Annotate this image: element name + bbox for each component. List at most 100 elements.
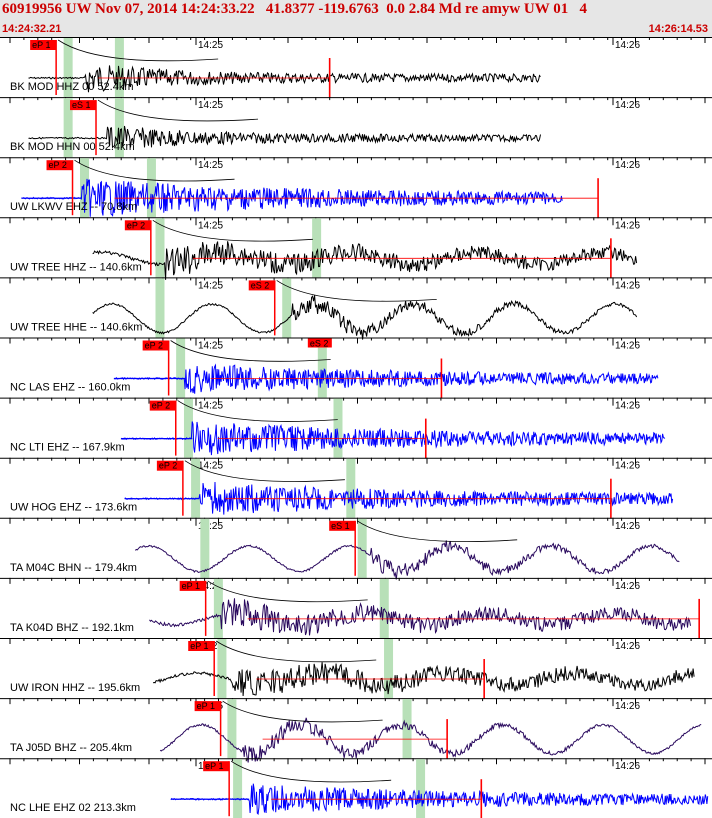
trace-panel[interactable]: 14:25 14:26 eP 1 BK MOD HHZ 00 52.4km [0, 37, 712, 98]
pick-flag[interactable] [248, 280, 275, 291]
minute-label: 14:25 [198, 401, 223, 412]
pick-flag[interactable] [46, 160, 73, 171]
station-label: NC LAS EHZ -- 160.0km [10, 382, 130, 394]
waveform [120, 421, 666, 456]
pick-label: eS 2 [251, 280, 270, 290]
pick-flag[interactable] [194, 701, 221, 712]
coda-envelope [74, 159, 235, 182]
waveform [170, 783, 709, 815]
waveform [134, 540, 680, 580]
pick-flag[interactable] [179, 580, 206, 591]
pick-window [346, 458, 356, 518]
trace-panel[interactable]: 14:25 14:26 eS 2 UW TREE HHE -- 140.6km [0, 277, 712, 340]
trace-panel[interactable]: 14:25 14:26 eP 2 UW HOG EHZ -- 173.6km [0, 457, 712, 519]
minute-label: 14:25 [198, 280, 223, 291]
pick-window [183, 398, 193, 458]
minute-label: 14:26 [615, 521, 640, 532]
pick-label: eP 1 [190, 641, 208, 651]
coda-envelope [356, 520, 518, 543]
station-label: UW HOG EHZ -- 173.6km [10, 502, 137, 514]
pick-window [333, 398, 343, 458]
trace-panel[interactable]: 14:25 14:26 eS 1 TA M04C BHN -- 179.4km [0, 517, 712, 580]
waveform [149, 598, 691, 636]
pick-window [155, 218, 165, 278]
waveform [152, 662, 695, 697]
minute-label: 14:25 [198, 220, 223, 231]
coda-envelope [152, 219, 313, 242]
trace-panel[interactable]: 14:25 14:26 eS 1 BK MOD HHN 00 52.4km [0, 97, 712, 158]
trace-panel[interactable]: 14:25 14:26 eP 2 UW TREE HHZ -- 140.6km [0, 217, 712, 280]
pick-flag[interactable] [329, 520, 356, 531]
end-time: 14:26:14.53 [648, 23, 708, 35]
pick-flag[interactable] [70, 100, 97, 111]
minute-label: 14:26 [615, 160, 640, 171]
coda-envelope [177, 400, 338, 422]
pick-window [416, 759, 426, 818]
minute-label: 14:25 [198, 521, 223, 532]
station-label: TA J05D BHZ -- 205.4km [10, 742, 132, 754]
pick-window [357, 518, 367, 578]
pick-flag[interactable] [30, 40, 57, 50]
pick-window [217, 639, 227, 699]
station-label: TA M04C BHN -- 179.4km [10, 562, 137, 574]
minute-label: 14:26 [615, 401, 640, 412]
pick-window [402, 699, 412, 759]
waveform [92, 295, 638, 340]
trace-panel[interactable]: 14:25 14:26 eP 2 UW LKWV EHZ -- 70.8km [0, 157, 712, 219]
pick-label: eP 2 [127, 220, 145, 230]
secondary-pick-flag[interactable] [307, 338, 332, 348]
coda-envelope [207, 580, 368, 603]
pick-label: eP 1 [205, 761, 223, 771]
pick-label: eS 1 [72, 100, 91, 110]
station-label: BK MOD HHN 00 52.4km [10, 141, 135, 153]
pick-flag[interactable] [142, 340, 169, 351]
coda-envelope [230, 760, 392, 783]
pick-label: eP 1 [32, 40, 50, 50]
pick-window [227, 699, 237, 759]
minute-label: 14:26 [615, 341, 640, 352]
pick-label: eP 2 [152, 401, 170, 411]
minute-label: 14:25 [198, 160, 223, 171]
pick-window [317, 338, 327, 398]
minute-label: 14:26 [615, 641, 640, 652]
pick-flag[interactable] [203, 761, 230, 772]
trace-panel[interactable]: 14:25 14:26 eP 1 TA K04D BHZ -- 192.1km [0, 577, 712, 639]
pick-window [200, 518, 210, 578]
station-label: UW TREE HHZ -- 140.6km [10, 261, 142, 273]
coda-envelope [276, 280, 437, 302]
coda-envelope [57, 39, 219, 62]
pick-window [384, 639, 394, 699]
coda-envelope [184, 460, 345, 482]
minute-label: 14:25 [198, 40, 223, 51]
pick-window [282, 278, 292, 338]
pick-flag[interactable] [149, 400, 176, 411]
pick-window [191, 458, 201, 518]
station-label: UW TREE HHE -- 140.6km [10, 321, 142, 333]
pick-window [146, 158, 156, 218]
pick-flag[interactable] [156, 460, 183, 471]
pick-flag[interactable] [188, 641, 215, 651]
minute-label: 14:26 [615, 581, 640, 592]
station-label: UW IRON HHZ -- 195.6km [10, 682, 140, 694]
start-time: 14:24:32.21 [2, 23, 62, 35]
trace-panel[interactable]: 14:25 14:26 eP 2 NC LTI EHZ -- 167.9km [0, 397, 712, 459]
pick-window [80, 158, 90, 218]
trace-panel[interactable]: 14:25 14:26 eP 2 eS 2 NC LAS EHZ -- 160.0km [0, 337, 712, 399]
minute-label: 14:26 [615, 220, 640, 231]
station-label: UW LKWV EHZ -- 70.8km [10, 201, 137, 213]
pick-label: eP 2 [159, 461, 177, 471]
coda-envelope [170, 340, 331, 362]
waveform [92, 241, 638, 280]
pick-flag[interactable] [124, 220, 151, 231]
waveform [21, 178, 563, 217]
pick-window [63, 98, 73, 158]
minute-label: 14:25 [198, 100, 223, 111]
pick-window [233, 759, 243, 818]
minute-label: 14:25 [198, 581, 223, 592]
pick-window [63, 38, 73, 98]
